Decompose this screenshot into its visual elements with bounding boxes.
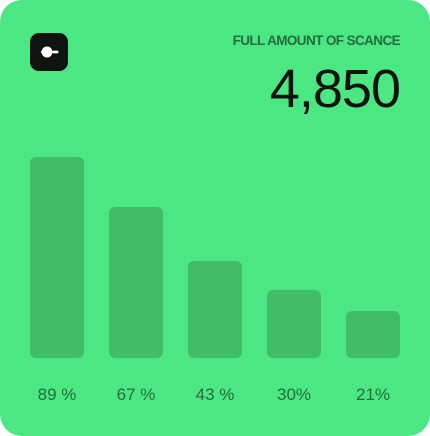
bar-label-3: 43 % — [196, 385, 235, 404]
bar-1[interactable] — [30, 157, 84, 358]
bar-label-1: 89 % — [38, 385, 77, 404]
bar-label-4: 30% — [277, 385, 311, 404]
bar-5[interactable] — [346, 311, 400, 358]
bar-label-5: 21% — [356, 385, 390, 404]
chart-title: FULL AMOUNT OF SCANCE — [232, 33, 401, 48]
brand-logo[interactable] — [30, 33, 68, 71]
toggle-pointer-icon — [40, 46, 59, 58]
bar-label-2: 67 % — [117, 385, 156, 404]
bar-4[interactable] — [267, 290, 321, 358]
total-amount: 4,850 — [269, 59, 401, 119]
bar-3[interactable] — [188, 261, 242, 358]
bar-2[interactable] — [109, 207, 163, 358]
